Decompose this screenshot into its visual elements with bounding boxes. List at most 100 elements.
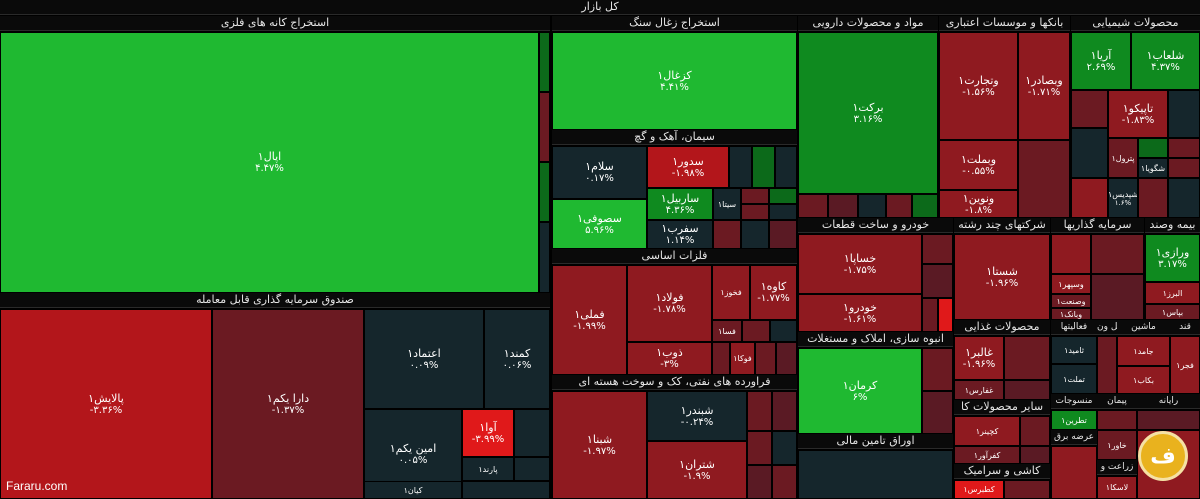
sector-header-supply[interactable]: عرضه برق <box>1051 430 1097 445</box>
sector-header-textiles[interactable]: منسوجات <box>1051 394 1097 409</box>
tile-ketabro[interactable]: کطبرس۱ <box>954 480 1004 499</box>
tile-small[interactable] <box>775 146 797 188</box>
tile-small[interactable] <box>770 320 797 342</box>
tile-fasa[interactable]: فسا۱ <box>712 320 742 342</box>
tile-jam[interactable]: جامد۱ <box>1117 336 1170 366</box>
sector-header-bonds[interactable]: اوراق تامین مالی <box>798 434 953 449</box>
tile-kefaroo[interactable]: کفرآور۱ <box>954 446 1020 464</box>
sector-header-other-products[interactable]: سایر محصولات کا <box>954 400 1050 415</box>
tile-foka[interactable]: فوکا۱ <box>730 342 755 375</box>
tile-shbandar[interactable]: شبندر۱ -۰.۲۴% <box>647 391 747 441</box>
tile-small[interactable] <box>1020 416 1050 446</box>
tile-small[interactable] <box>514 457 550 481</box>
tile-small[interactable] <box>1097 410 1137 430</box>
tile-vbsadr[interactable]: وبصادر۱ -۱.۷۱% <box>1018 32 1070 140</box>
sector-header-pharma[interactable]: مواد و محصولات دارویی <box>798 16 938 31</box>
tile-kaveh[interactable]: کاوه۱ -۱.۷۷% <box>750 265 797 320</box>
tile-foolad[interactable]: فولاد۱ -۱.۷۸% <box>627 265 712 342</box>
tile-small[interactable] <box>713 220 741 249</box>
tile-sita[interactable]: سیتا۱ <box>713 188 741 220</box>
tile-small[interactable] <box>769 220 797 249</box>
tile-shtran[interactable]: شتران۱ -۱.۹% <box>647 441 747 499</box>
tile-small[interactable] <box>755 342 776 375</box>
tile-khavar[interactable]: خاور۱ <box>1097 430 1137 460</box>
tile-small[interactable] <box>1168 138 1200 158</box>
tile-small[interactable] <box>1097 336 1117 394</box>
sector-header-auto[interactable]: خودرو و ساخت قطعات <box>798 218 953 233</box>
tile-small[interactable] <box>1138 138 1168 158</box>
sector-header-petroleum[interactable]: فراورده های نفتی، کک و سوخت هسته ای <box>552 375 797 390</box>
tile-small[interactable] <box>747 465 772 499</box>
tile-kian[interactable]: کیان۱ <box>364 481 462 499</box>
tile-sdor[interactable]: سدور۱ -۱.۹۸% <box>647 146 729 188</box>
tile-vrazi[interactable]: ورازی۱ ۳.۱۷% <box>1145 234 1200 282</box>
tile-small[interactable] <box>772 431 797 465</box>
sector-header-financial[interactable]: فعالیتها <box>1051 320 1097 335</box>
tile-small[interactable] <box>514 409 550 457</box>
sector-header-transport[interactable]: حمل ون <box>1097 320 1117 335</box>
tile-arya[interactable]: آریا۱ ۲.۶۹% <box>1071 32 1131 90</box>
tile-alborz[interactable]: البرز۱ <box>1145 282 1200 304</box>
tile-small[interactable] <box>912 194 938 218</box>
tile-small[interactable] <box>1137 410 1200 430</box>
tile-vtejarat[interactable]: وتجارت۱ -۱.۵۶% <box>939 32 1018 140</box>
tile-fameli[interactable]: فملی۱ -۱.۹۹% <box>552 265 627 375</box>
tile-sufi[interactable]: سصوفی۱ ۵.۹۶% <box>552 199 647 249</box>
tile-small[interactable] <box>1071 90 1108 128</box>
sector-header-coal[interactable]: استخراج زغال سنگ <box>552 16 797 31</box>
tile-small[interactable] <box>922 391 953 434</box>
tile-vsanat[interactable]: وصنعت۱ <box>1051 294 1091 308</box>
sector-header-computer[interactable]: رایانه <box>1137 394 1200 409</box>
tile-shelab[interactable]: شلعاب۱ ۴.۳۷% <box>1131 32 1200 90</box>
tile-small[interactable] <box>539 32 550 92</box>
tile-ava[interactable]: آوا۱ -۳.۹۹% <box>462 409 514 457</box>
tile-small[interactable] <box>1051 446 1097 499</box>
tile-lasaka[interactable]: لاسکا۱ <box>1097 476 1137 499</box>
tile-small[interactable] <box>798 194 828 218</box>
tile-vbank[interactable]: وبانک۱ <box>1051 308 1091 320</box>
tile-small[interactable] <box>769 188 797 204</box>
sector-header-contracting[interactable]: پیمان <box>1097 394 1137 409</box>
tile-ghafars[interactable]: غفارس۱ <box>954 380 1004 400</box>
tile-small[interactable] <box>772 391 797 431</box>
tile-small[interactable] <box>729 146 752 188</box>
tile-small[interactable] <box>798 450 953 499</box>
tile-barkat[interactable]: برکت۱ ۳.۱۶% <box>798 32 938 194</box>
tile-small[interactable] <box>922 264 953 298</box>
tile-fjar[interactable]: فجر۱ <box>1170 336 1200 394</box>
tile-small[interactable] <box>747 431 772 465</box>
tile-small[interactable] <box>462 481 550 499</box>
tile-sarbil[interactable]: ساربیل۱ ۴.۳۶% <box>647 188 713 220</box>
tile-vsepehr[interactable]: وسپهر۱ <box>1051 274 1091 294</box>
tile-small[interactable] <box>1168 158 1200 178</box>
tile-small[interactable] <box>886 194 912 218</box>
sector-header-machinery[interactable]: ماشین <box>1117 320 1170 335</box>
tile-small[interactable] <box>1018 140 1070 218</box>
sector-header-real-estate[interactable]: انبوه سازی، املاک و مستغلات <box>798 332 953 347</box>
tile-vnovin[interactable]: ونوین۱ -۱.۸% <box>939 190 1018 218</box>
tile-small[interactable] <box>712 342 730 375</box>
tile-shasta[interactable]: شستا۱ -۱.۹۶% <box>954 234 1050 320</box>
sector-header-food[interactable]: محصولات غذایی <box>954 320 1050 335</box>
tile-small[interactable] <box>1091 234 1144 274</box>
tile-kechiar[interactable]: کچینر۱ <box>954 416 1020 446</box>
tile-small[interactable] <box>858 194 886 218</box>
sector-header-cement[interactable]: سیمان، آهک و گچ <box>552 130 797 145</box>
tile-zob[interactable]: ذوب۱ -۳% <box>627 342 712 375</box>
tile-small[interactable] <box>1168 90 1200 138</box>
tile-small[interactable] <box>772 465 797 499</box>
tile-small[interactable] <box>1004 480 1050 499</box>
tile-small[interactable] <box>752 146 775 188</box>
tile-small[interactable] <box>539 92 550 162</box>
tile-small[interactable] <box>1004 380 1050 400</box>
tile-tamlat[interactable]: تملت۱ <box>1051 364 1097 394</box>
tile-fkhooz[interactable]: فخوز۱ <box>712 265 750 320</box>
sector-header-chemicals[interactable]: محصولات شیمیایی <box>1071 16 1200 31</box>
tile-small[interactable] <box>828 194 858 218</box>
tile-small[interactable] <box>747 391 772 431</box>
sector-header-banks[interactable]: بانکها و موسسات اعتباری <box>939 16 1070 31</box>
tile-small[interactable] <box>938 298 953 332</box>
tile-small[interactable] <box>741 220 769 249</box>
tile-shabna[interactable]: شبنا۱ -۱.۹۷% <box>552 391 647 499</box>
sector-header-tiles[interactable]: کاشی و سرامیک <box>954 464 1050 479</box>
